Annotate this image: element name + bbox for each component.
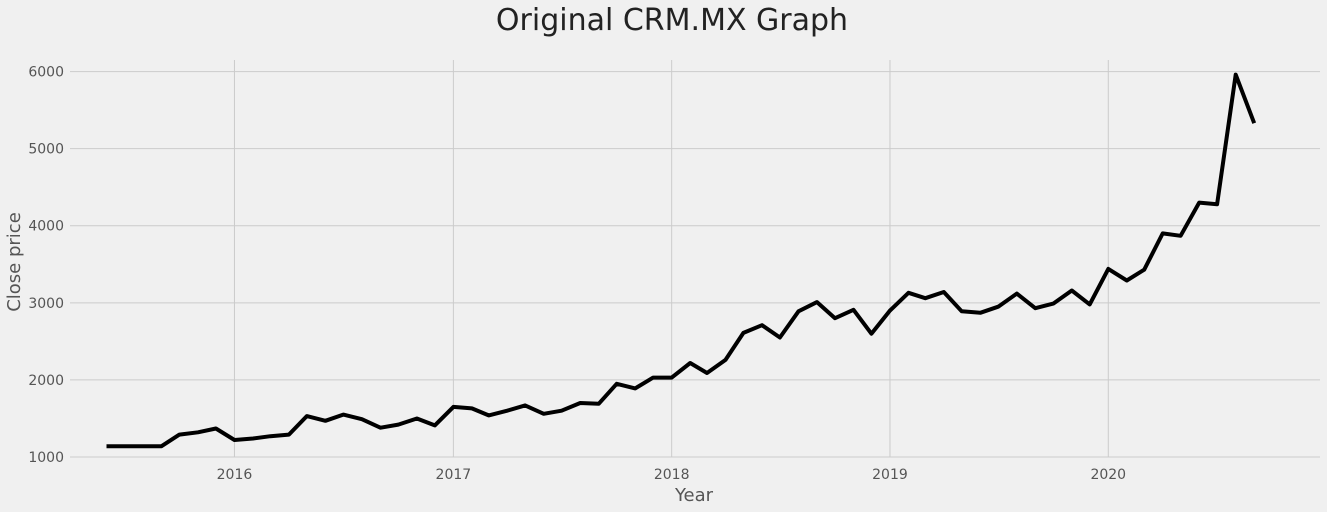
x-tick-label: 2019	[872, 467, 908, 483]
y-tick-label: 3000	[28, 296, 64, 312]
x-tick-label: 2020	[1090, 467, 1126, 483]
y-tick-label: 5000	[28, 142, 64, 158]
x-tick-label: 2018	[654, 467, 690, 483]
y-tick-label: 4000	[28, 219, 64, 235]
x-axis-label: Year	[674, 485, 714, 506]
chart-title: Original CRM.MX Graph	[496, 3, 848, 38]
x-tick-label: 2017	[436, 467, 472, 483]
x-tick-label: 2016	[217, 467, 253, 483]
y-tick-label: 2000	[28, 373, 64, 389]
y-tick-label: 1000	[28, 450, 64, 466]
series-line	[106, 72, 1257, 449]
y-tick-label: 6000	[28, 65, 64, 81]
y-axis-label: Close price	[4, 212, 25, 312]
